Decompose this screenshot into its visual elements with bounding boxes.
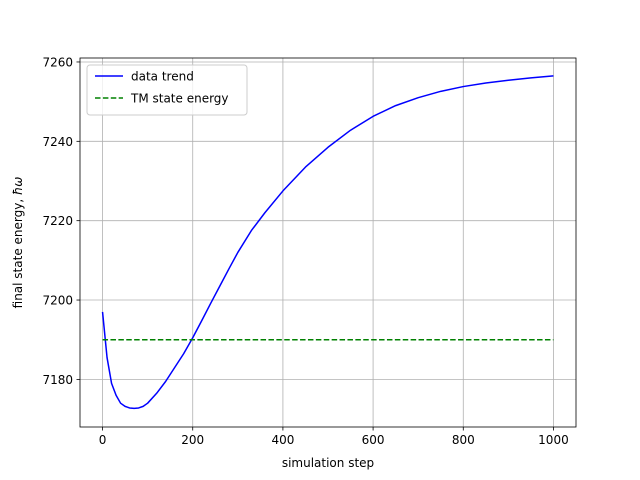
y-tick-label: 7180 <box>42 373 73 387</box>
x-axis-label: simulation step <box>282 456 374 470</box>
x-tick-label: 1000 <box>538 433 569 447</box>
x-tick-label: 400 <box>271 433 294 447</box>
plot-frame <box>79 57 577 428</box>
y-tick-label: 7220 <box>42 214 73 228</box>
grid <box>80 58 576 427</box>
y-axis-label-text: final state energy, <box>11 195 25 308</box>
legend-label: data trend <box>131 70 194 84</box>
series-line-0 <box>101 75 554 410</box>
x-tick-label: 600 <box>362 433 385 447</box>
x-tick-label: 0 <box>99 433 107 447</box>
y-axis-label: final state energy, ħω <box>11 177 25 309</box>
y-tick-label: 7240 <box>42 135 73 149</box>
ticks: 0 200 400 600 800 1000 7180 7200 7220 7240 7260 <box>42 55 568 447</box>
y-tick-label: 7260 <box>42 55 73 69</box>
series-layer <box>101 75 554 410</box>
legend-label: TM state energy <box>130 92 229 106</box>
y-tick-label: 7200 <box>42 294 73 308</box>
x-tick-label: 200 <box>181 433 204 447</box>
legend: data trend TM state energy <box>86 64 248 116</box>
legend-box <box>86 64 248 116</box>
y-axis-label-symbol: ħω <box>11 177 25 195</box>
x-tick-label: 800 <box>452 433 475 447</box>
